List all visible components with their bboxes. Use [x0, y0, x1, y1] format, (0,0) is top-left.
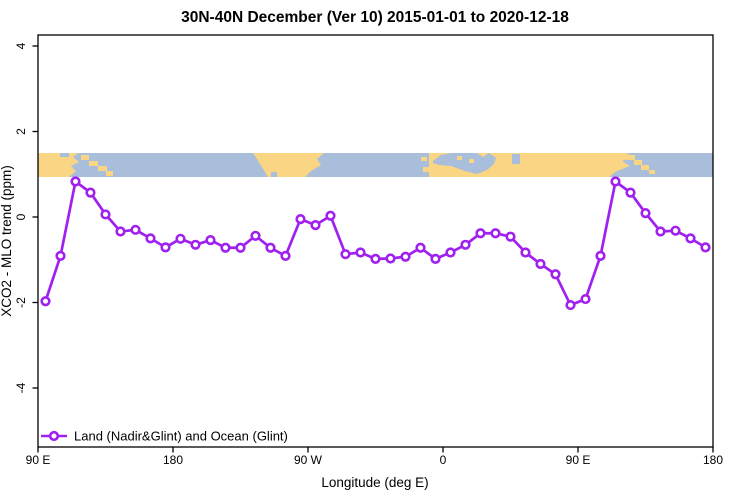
map-land-shape — [81, 155, 89, 160]
data-point — [445, 247, 456, 258]
map-land-shape — [106, 171, 113, 176]
data-point — [520, 247, 531, 258]
data-point — [130, 224, 141, 235]
map-ocean-shape — [271, 172, 277, 177]
data-point — [160, 242, 171, 253]
x-tick-label: 90 E — [26, 453, 51, 467]
data-point — [505, 231, 516, 242]
data-point — [535, 258, 546, 270]
data-point — [235, 242, 246, 253]
map-land-shape — [253, 153, 324, 177]
chart-title: 30N-40N December (Ver 10) 2015-01-01 to … — [181, 9, 569, 26]
data-point — [250, 230, 261, 241]
data-point — [190, 239, 201, 250]
data-point — [370, 253, 381, 264]
x-tick-label: 90 E — [566, 453, 591, 467]
data-point — [625, 187, 636, 198]
data-point — [580, 293, 591, 305]
map-land-shape — [457, 156, 462, 160]
data-point — [40, 296, 51, 307]
map-ocean-shape — [512, 154, 520, 164]
map-land-shape — [38, 153, 79, 177]
data-point — [115, 226, 126, 237]
y-tick-label: -2 — [14, 297, 28, 308]
map-land-shape — [649, 170, 655, 174]
data-point — [685, 233, 696, 244]
data-point — [325, 210, 336, 221]
data-point — [310, 220, 321, 231]
data-point — [670, 225, 681, 236]
data-point — [595, 250, 606, 262]
x-tick-label: 180 — [163, 453, 183, 467]
data-point — [550, 269, 561, 280]
data-point — [415, 242, 426, 253]
data-point — [640, 208, 651, 219]
land-ocean-map-band — [38, 153, 713, 177]
data-point — [655, 226, 666, 237]
map-ocean-shape — [60, 153, 69, 157]
data-point — [265, 242, 276, 253]
data-point — [475, 228, 486, 239]
axes-group: 90 E 180 90 W 0 90 E 180 4 2 0 -2 -4 — [14, 42, 723, 467]
legend-label: Land (Nadir&Glint) and Ocean (Glint) — [74, 429, 288, 444]
data-point — [565, 299, 576, 311]
legend-marker-icon — [48, 430, 60, 442]
data-point — [340, 249, 351, 260]
map-ocean-shape — [433, 153, 496, 174]
y-tick-label: 2 — [14, 128, 28, 135]
data-point — [70, 176, 81, 187]
map-land-shape — [469, 159, 474, 163]
data-point — [100, 209, 111, 220]
y-tick-label: -4 — [14, 382, 28, 393]
x-tick-label: 90 W — [294, 453, 323, 467]
data-point — [205, 234, 216, 246]
x-tick-label: 180 — [703, 453, 723, 467]
plot-frame — [37, 34, 714, 448]
y-axis-label: XCO2 - MLO trend (ppm) — [0, 165, 14, 317]
data-point — [280, 250, 291, 262]
map-land-shape — [627, 155, 635, 160]
data-point — [85, 187, 96, 198]
map-land-shape — [89, 161, 98, 166]
data-point — [400, 251, 411, 262]
data-point — [610, 176, 621, 187]
data-point — [385, 253, 396, 264]
map-land-shape — [423, 167, 429, 172]
data-point — [460, 239, 471, 250]
map-land-shape — [98, 166, 107, 171]
data-point — [145, 233, 156, 244]
data-series-group — [40, 176, 711, 311]
data-point — [700, 242, 711, 253]
data-point — [220, 242, 231, 253]
x-tick-label: 0 — [440, 453, 447, 467]
data-point — [355, 247, 366, 258]
map-land-shape — [634, 160, 642, 165]
map-land-shape — [421, 157, 427, 161]
legend: Land (Nadir&Glint) and Ocean (Glint) — [41, 429, 288, 444]
data-point — [490, 228, 501, 239]
data-point — [295, 214, 306, 225]
x-axis-label: Longitude (deg E) — [321, 475, 428, 490]
y-tick-label: 0 — [14, 213, 28, 220]
data-point — [55, 250, 66, 262]
data-point — [175, 233, 186, 244]
series-line — [44, 180, 707, 307]
map-land-shape — [641, 165, 649, 170]
data-point — [430, 253, 441, 264]
y-tick-label: 4 — [14, 42, 28, 49]
